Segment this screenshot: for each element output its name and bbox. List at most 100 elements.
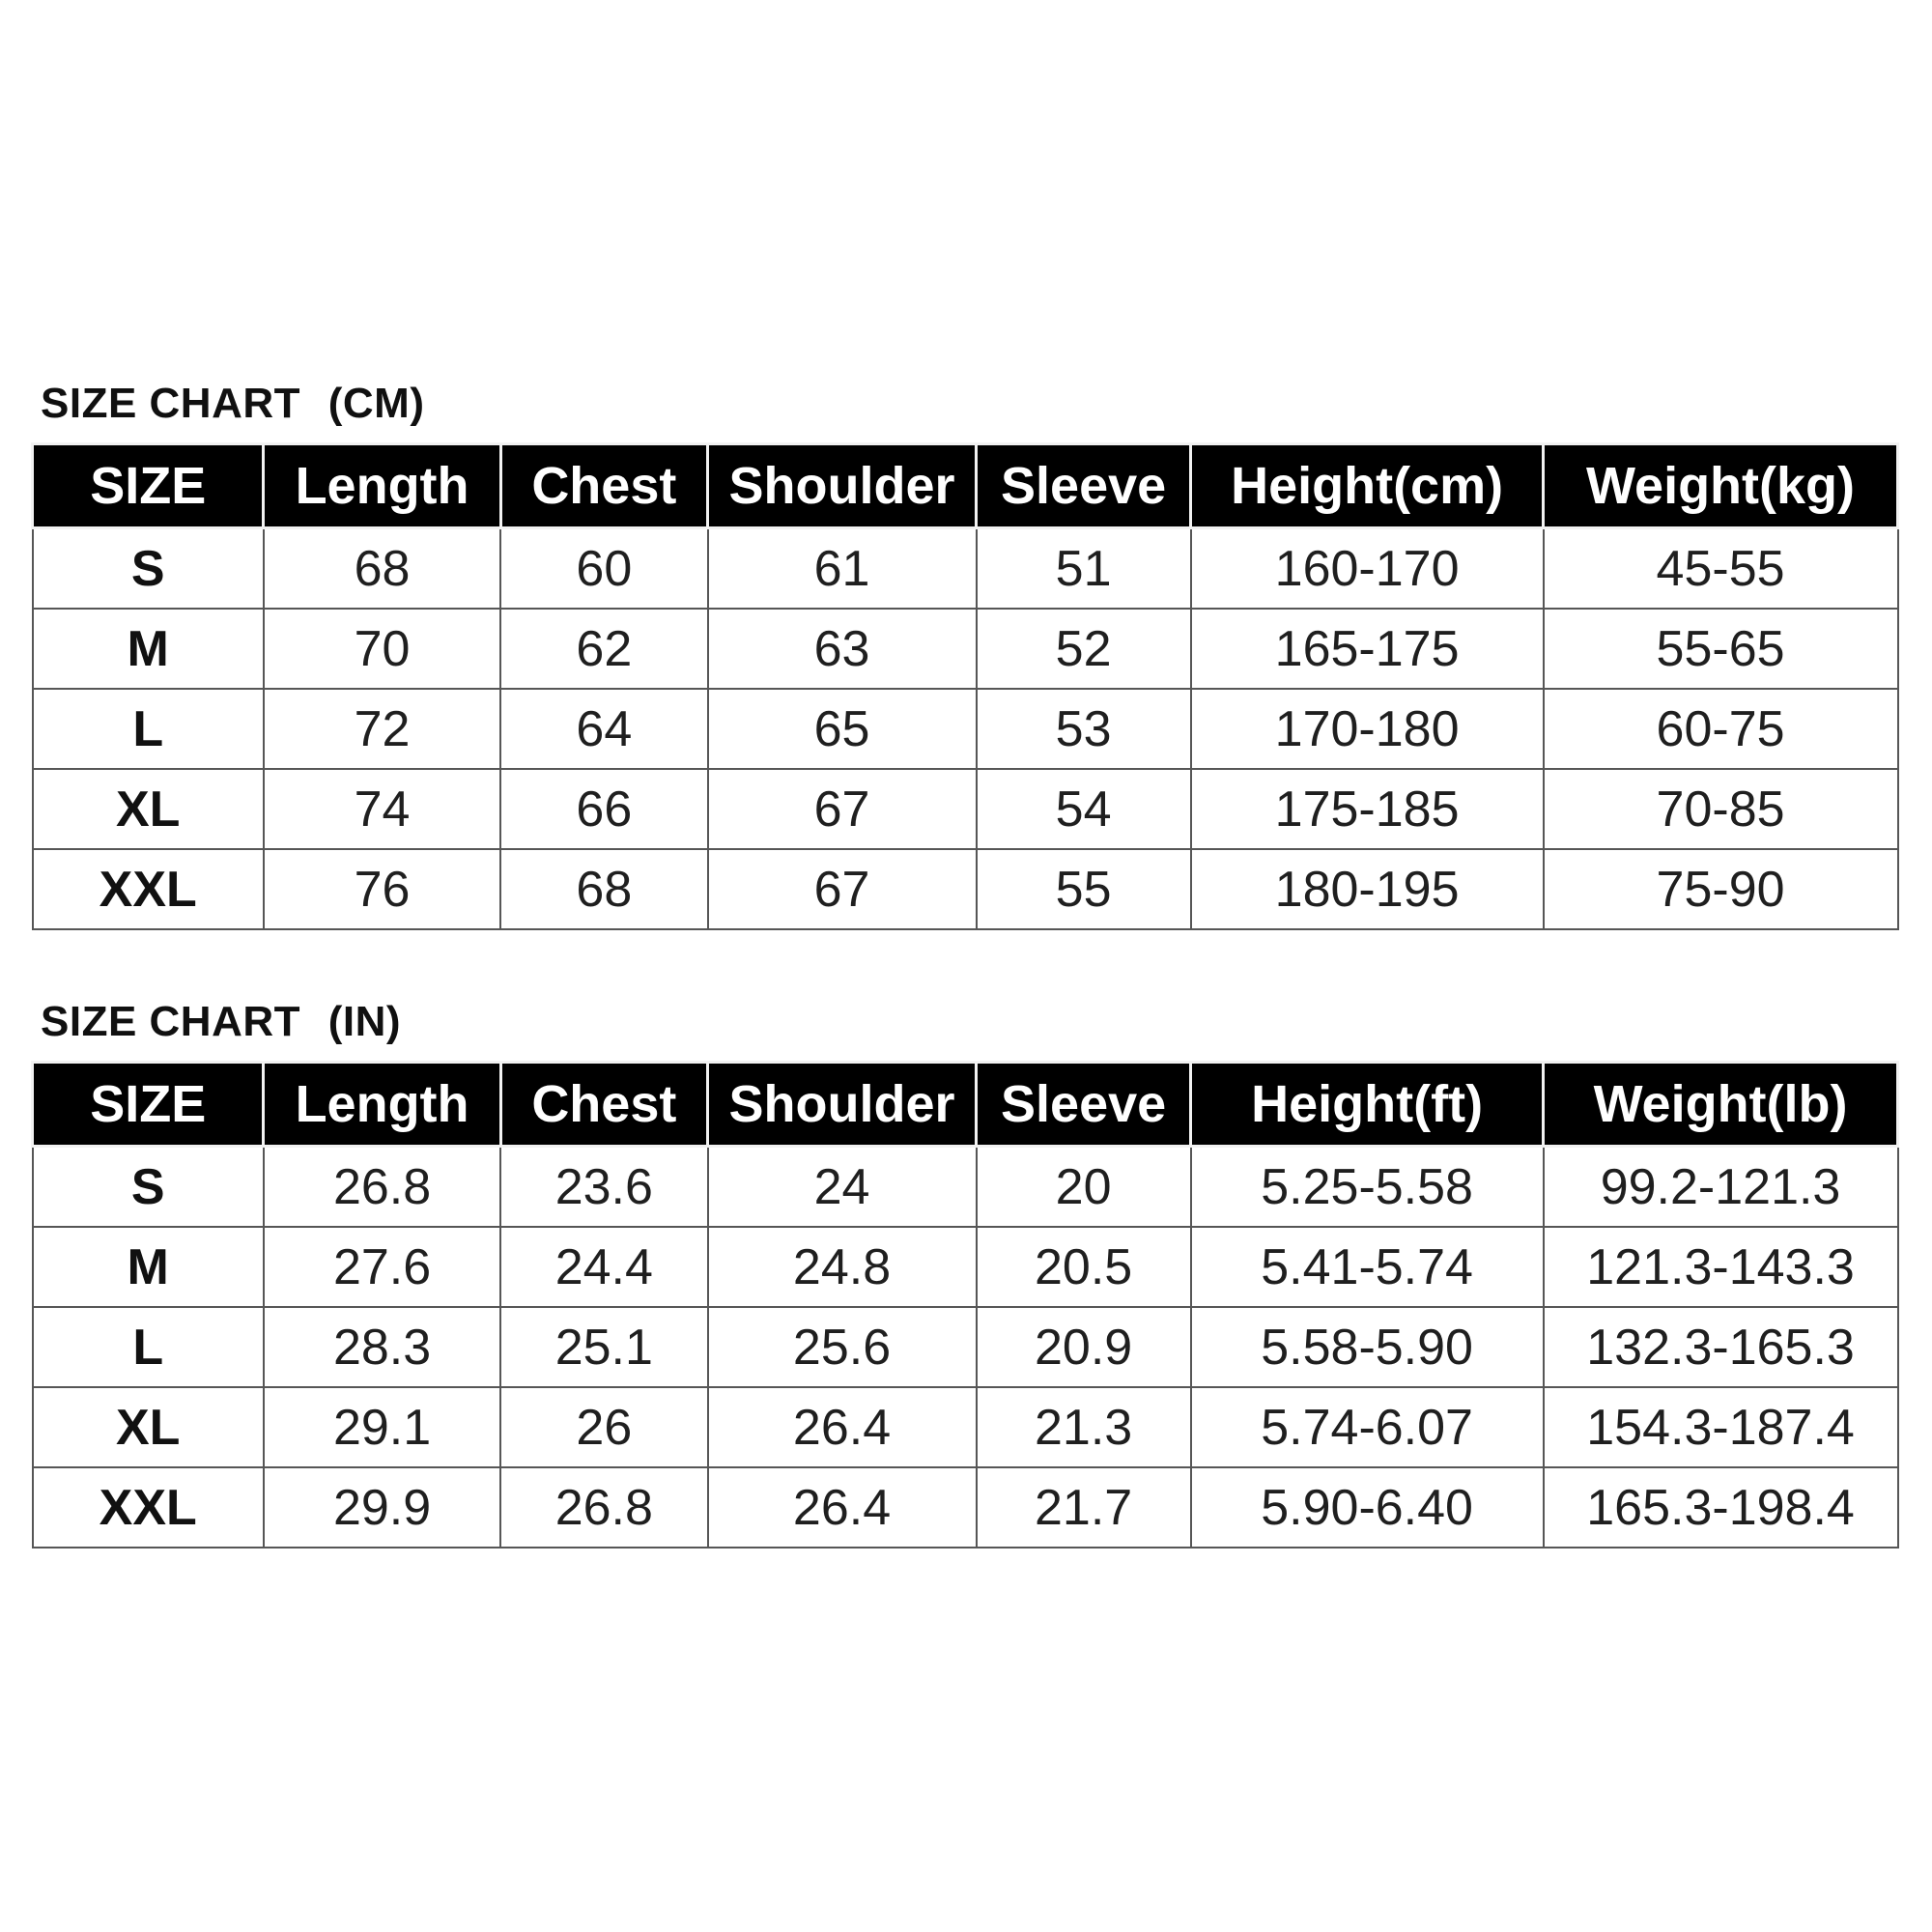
cell-weight-kg: 75-90: [1542, 848, 1899, 930]
cell-length: 74: [262, 768, 502, 850]
size-row-s: S 68 60 61 51 160-170 45-55: [31, 526, 1899, 610]
size-chart-cm-section: SIZE CHART (CM) SIZE Length Chest Shoulder S…: [30, 381, 1899, 930]
size-chart-in-title-unit: (IN): [327, 998, 402, 1045]
cell-shoulder: 67: [706, 768, 978, 850]
cell-shoulder: 67: [706, 848, 978, 930]
size-chart-cm-title: SIZE CHART (CM): [41, 381, 1899, 427]
cell-height-cm: 170-180: [1189, 688, 1545, 770]
cell-height-cm: 175-185: [1189, 768, 1545, 850]
size-chart-cm-title-unit: (CM): [327, 380, 425, 427]
cell-sleeve: 53: [975, 688, 1192, 770]
cell-height-cm: 180-195: [1189, 848, 1545, 930]
size-row-s: S 26.8 23.6 24 20 5.25-5.58 99.2-121.3: [31, 1145, 1899, 1228]
cell-length: 29.1: [262, 1386, 502, 1468]
cell-chest: 66: [499, 768, 709, 850]
column-header-length: Length: [262, 1061, 502, 1148]
column-header-height-ft: Height(ft): [1189, 1061, 1546, 1148]
cell-chest: 64: [499, 688, 709, 770]
size-row-xxl: XXL 29.9 26.8 26.4 21.7 5.90-6.40 165.3-198.4: [31, 1466, 1899, 1548]
cell-chest: 23.6: [499, 1145, 709, 1228]
cell-sleeve: 20: [975, 1145, 1192, 1228]
column-header-length: Length: [262, 442, 502, 529]
cell-length: 29.9: [262, 1466, 502, 1548]
cell-length: 68: [262, 526, 502, 610]
cell-weight-lb: 99.2-121.3: [1542, 1145, 1899, 1228]
header-row: SIZE Length Chest Shoulder Sleeve Height(cm) W…: [30, 442, 1899, 529]
cell-shoulder: 25.6: [706, 1306, 978, 1388]
size-label: XXL: [31, 1466, 265, 1548]
cell-length: 26.8: [262, 1145, 502, 1228]
size-label: XXL: [31, 848, 265, 930]
size-chart-in-title-text: SIZE CHART: [41, 998, 300, 1045]
cell-sleeve: 21.7: [975, 1466, 1192, 1548]
size-table-cm: SIZE Length Chest Shoulder Sleeve Height(cm) W…: [30, 442, 1899, 930]
size-label: XL: [31, 768, 265, 850]
cell-height-ft: 5.74-6.07: [1189, 1386, 1545, 1468]
cell-chest: 62: [499, 608, 709, 690]
header-row: SIZE Length Chest Shoulder Sleeve Height(ft) W…: [30, 1061, 1899, 1148]
cell-shoulder: 65: [706, 688, 978, 770]
cell-shoulder: 24: [706, 1145, 978, 1228]
cell-weight-lb: 132.3-165.3: [1542, 1306, 1899, 1388]
size-chart-in-title: SIZE CHART (IN): [41, 999, 1899, 1045]
cell-shoulder: 24.8: [706, 1226, 978, 1308]
column-header-shoulder: Shoulder: [705, 1061, 979, 1148]
size-chart-in-section: SIZE CHART (IN) SIZE Length Chest Shoulder S…: [30, 999, 1899, 1548]
column-header-sleeve: Sleeve: [975, 1061, 1193, 1148]
cell-weight-kg: 70-85: [1542, 768, 1899, 850]
cell-height-ft: 5.25-5.58: [1189, 1145, 1545, 1228]
cell-sleeve: 52: [975, 608, 1192, 690]
column-header-chest: Chest: [498, 1061, 710, 1148]
cell-chest: 26.8: [499, 1466, 709, 1548]
cell-length: 28.3: [262, 1306, 502, 1388]
column-header-weight-kg: Weight(kg): [1542, 442, 1899, 529]
cell-chest: 26: [499, 1386, 709, 1468]
size-row-xl: XL 74 66 67 54 175-185 70-85: [31, 768, 1899, 850]
size-row-l: L 72 64 65 53 170-180 60-75: [31, 688, 1899, 770]
cell-length: 72: [262, 688, 502, 770]
cell-sleeve: 20.5: [975, 1226, 1192, 1308]
cell-sleeve: 21.3: [975, 1386, 1192, 1468]
cell-weight-lb: 165.3-198.4: [1542, 1466, 1899, 1548]
size-label: L: [31, 1306, 265, 1388]
cell-length: 70: [262, 608, 502, 690]
cell-chest: 68: [499, 848, 709, 930]
column-header-shoulder: Shoulder: [705, 442, 979, 529]
size-label: S: [31, 1145, 265, 1228]
column-header-chest: Chest: [498, 442, 710, 529]
size-row-m: M 70 62 63 52 165-175 55-65: [31, 608, 1899, 690]
cell-sleeve: 55: [975, 848, 1192, 930]
cell-sleeve: 51: [975, 526, 1192, 610]
cell-weight-kg: 45-55: [1542, 526, 1899, 610]
size-table-in: SIZE Length Chest Shoulder Sleeve Height(ft) W…: [30, 1061, 1899, 1548]
cell-height-cm: 160-170: [1189, 526, 1545, 610]
size-row-l: L 28.3 25.1 25.6 20.9 5.58-5.90 132.3-165.3: [31, 1306, 1899, 1388]
size-label: M: [31, 1226, 265, 1308]
cell-sleeve: 20.9: [975, 1306, 1192, 1388]
size-row-m: M 27.6 24.4 24.8 20.5 5.41-5.74 121.3-143.3: [31, 1226, 1899, 1308]
size-chart-cm-title-text: SIZE CHART: [41, 380, 300, 427]
column-header-size: SIZE: [30, 1061, 266, 1148]
cell-shoulder: 61: [706, 526, 978, 610]
cell-chest: 24.4: [499, 1226, 709, 1308]
cell-height-ft: 5.90-6.40: [1189, 1466, 1545, 1548]
size-label: M: [31, 608, 265, 690]
cell-sleeve: 54: [975, 768, 1192, 850]
cell-weight-kg: 60-75: [1542, 688, 1899, 770]
column-header-size: SIZE: [30, 442, 266, 529]
size-row-xl: XL 29.1 26 26.4 21.3 5.74-6.07 154.3-187.4: [31, 1386, 1899, 1468]
cell-weight-kg: 55-65: [1542, 608, 1899, 690]
column-header-weight-lb: Weight(lb): [1542, 1061, 1899, 1148]
cell-chest: 60: [499, 526, 709, 610]
size-label: S: [31, 526, 265, 610]
size-label: XL: [31, 1386, 265, 1468]
size-label: L: [31, 688, 265, 770]
cell-height-ft: 5.58-5.90: [1189, 1306, 1545, 1388]
cell-length: 27.6: [262, 1226, 502, 1308]
cell-height-ft: 5.41-5.74: [1189, 1226, 1545, 1308]
cell-weight-lb: 154.3-187.4: [1542, 1386, 1899, 1468]
cell-shoulder: 26.4: [706, 1466, 978, 1548]
cell-weight-lb: 121.3-143.3: [1542, 1226, 1899, 1308]
size-row-xxl: XXL 76 68 67 55 180-195 75-90: [31, 848, 1899, 930]
